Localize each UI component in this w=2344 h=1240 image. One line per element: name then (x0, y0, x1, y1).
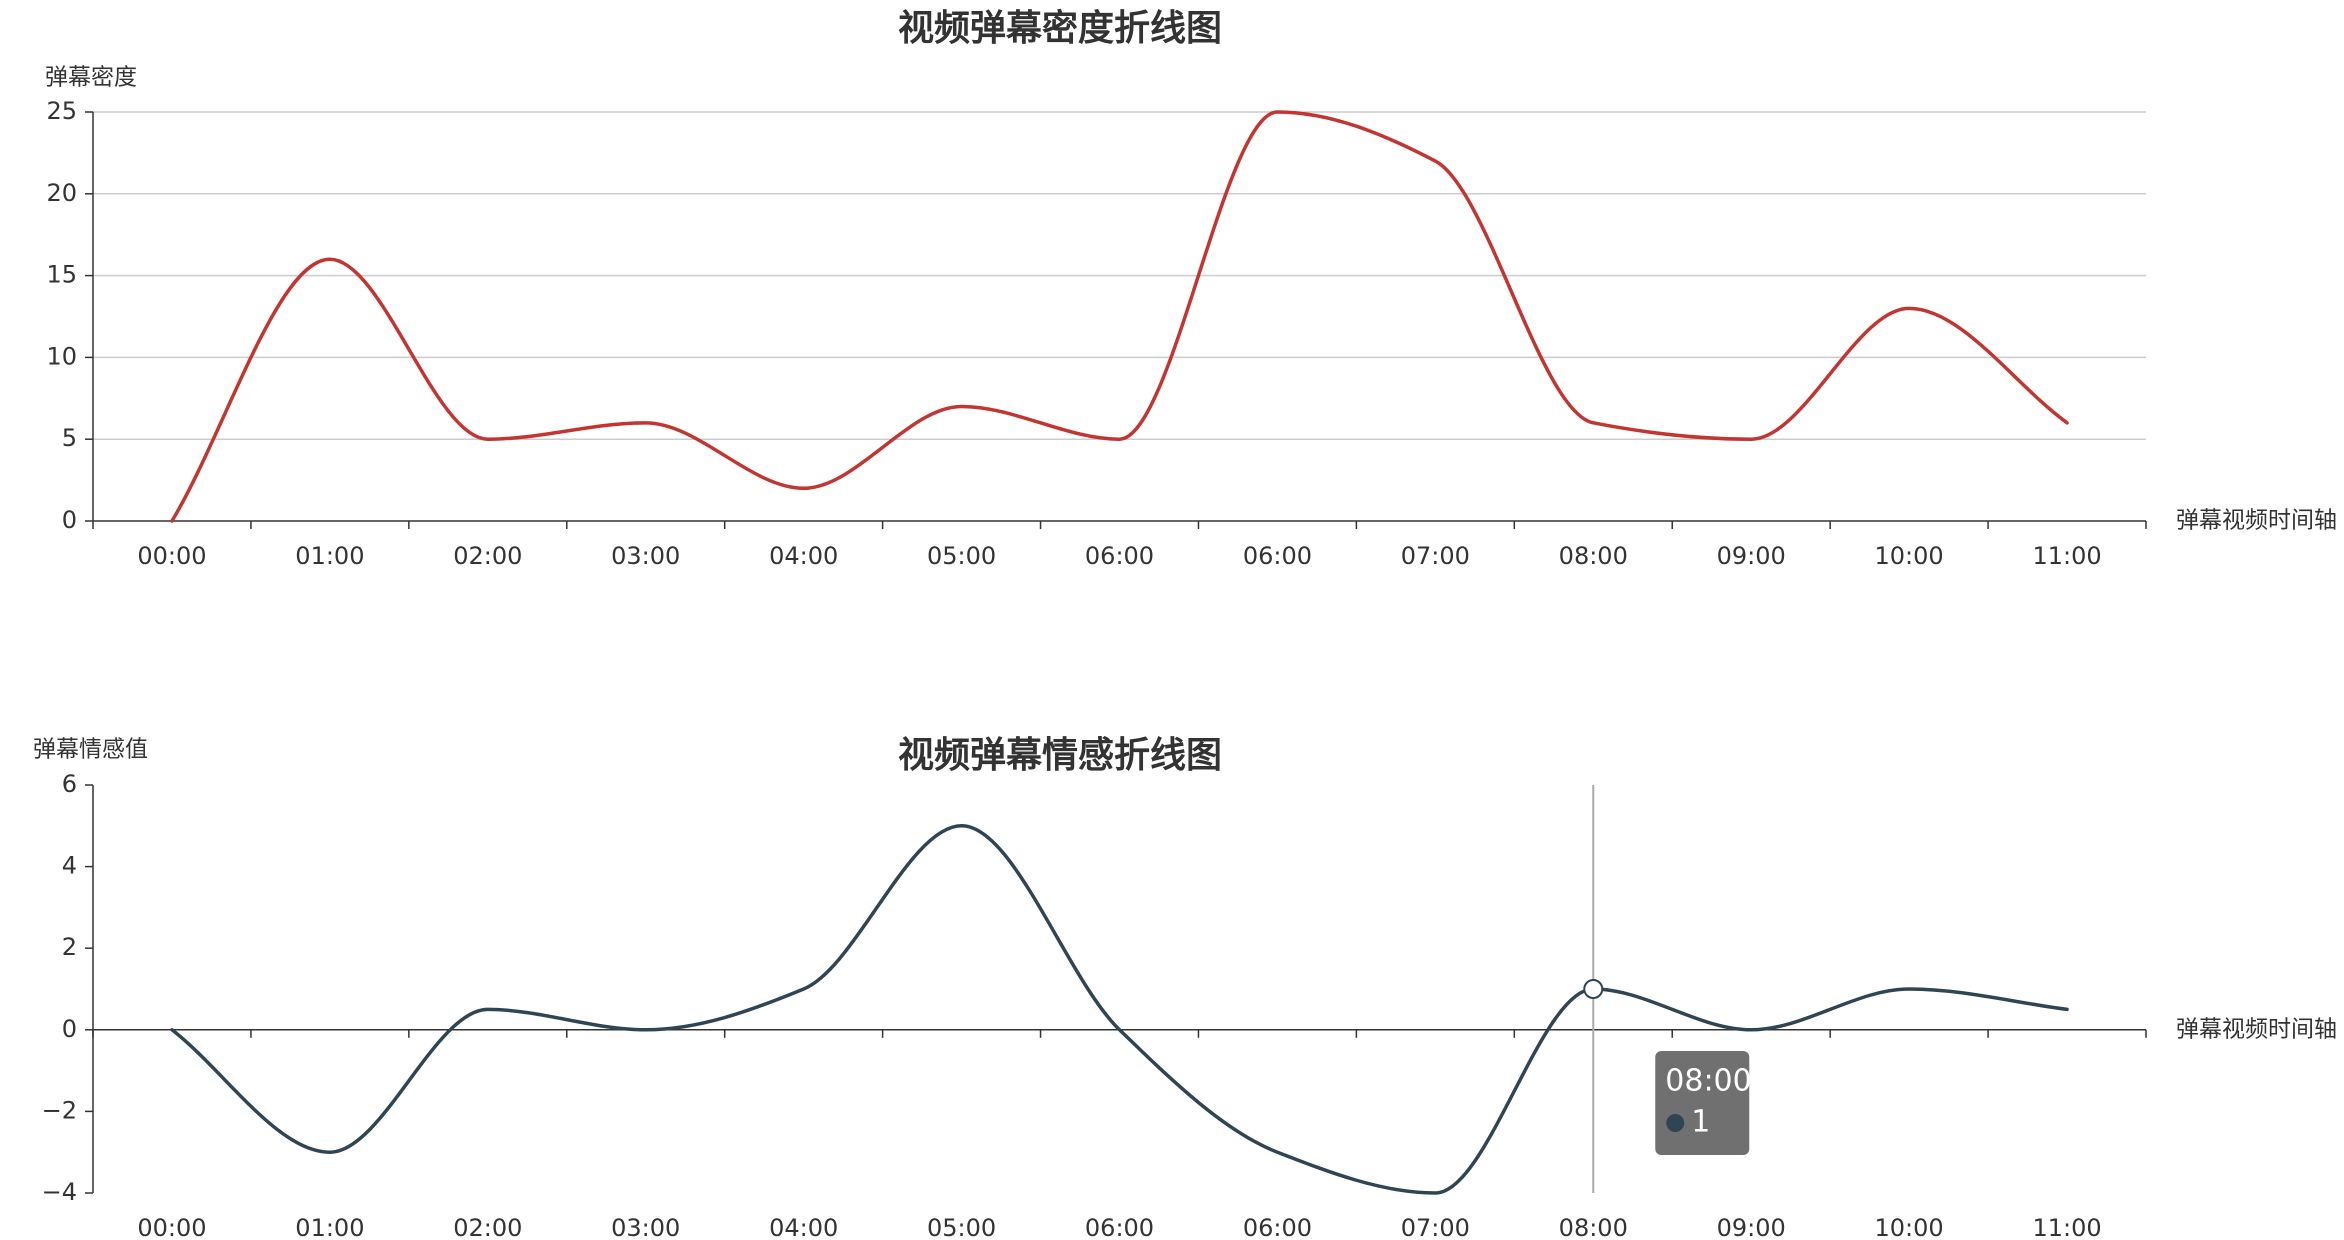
chart-2: 视频弹幕情感折线图 弹幕情感值 −4 −2 0 2 4 6 00:00 01:00 02:00 03:… (33, 735, 2337, 1240)
x-axis-label: 弹幕视频时间轴 (2176, 1016, 2337, 1042)
chart-title: 视频弹幕情感折线图 (898, 735, 1222, 776)
y-axis-label: 弹幕密度 (45, 65, 137, 91)
y-tick-label: 10 (46, 342, 77, 370)
y-axis-label: 弹幕情感值 (33, 737, 148, 763)
x-tick-label: 09:00 (1717, 1214, 1786, 1240)
y-tick-label: −4 (42, 1178, 77, 1206)
x-tick-label: 02:00 (453, 542, 522, 570)
x-axis-label: 弹幕视频时间轴 (2176, 508, 2337, 534)
y-tick-label: 4 (62, 852, 77, 880)
series-line[interactable] (170, 824, 2069, 1195)
x-tick-label: 06:00 (1085, 542, 1154, 570)
tooltip-series-marker (1666, 1114, 1685, 1132)
x-tick-label: 01:00 (295, 542, 364, 570)
y-tick-label: 15 (46, 261, 77, 289)
x-tick-label: 11:00 (2032, 542, 2101, 570)
x-tick-label: 05:00 (927, 1214, 996, 1240)
x-tick-label: 04:00 (769, 542, 838, 570)
x-tick-label: 00:00 (137, 542, 206, 570)
y-tick-label: 0 (62, 1015, 77, 1043)
x-tick-label: 01:00 (295, 1214, 364, 1240)
x-tick-label: 10:00 (1875, 542, 1944, 570)
tooltip-title: 08:00 (1665, 1064, 1751, 1099)
y-tick-label: 2 (62, 933, 77, 961)
x-tick-label: 08:00 (1559, 1214, 1628, 1240)
x-tick-label: 09:00 (1717, 542, 1786, 570)
y-tick-label: 6 (62, 770, 77, 798)
y-tick-label: −2 (42, 1096, 77, 1124)
x-tick-label: 08:00 (1559, 542, 1628, 570)
x-tick-label: 10:00 (1875, 1214, 1944, 1240)
x-tick-label: 03:00 (611, 542, 680, 570)
y-tick-label: 0 (62, 506, 77, 534)
highlighted-point[interactable] (1583, 979, 1604, 999)
x-tick-label: 06:00 (1085, 1214, 1154, 1240)
y-tick-label: 25 (46, 97, 77, 125)
x-tick-label: 02:00 (453, 1214, 522, 1240)
x-tick-label: 07:00 (1401, 1214, 1470, 1240)
x-tick-label: 11:00 (2032, 1214, 2101, 1240)
x-tick-label: 06:00 (1243, 1214, 1312, 1240)
x-tick-label: 06:00 (1243, 542, 1312, 570)
y-tick-label: 20 (46, 179, 77, 207)
x-tick-label: 00:00 (137, 1214, 206, 1240)
y-tick-label: 5 (62, 424, 77, 452)
series-line[interactable] (170, 110, 2069, 523)
x-tick-label: 04:00 (769, 1214, 838, 1240)
x-tick-label: 05:00 (927, 542, 996, 570)
x-tick-label: 07:00 (1401, 542, 1470, 570)
chart-title: 视频弹幕密度折线图 (898, 7, 1222, 49)
tooltip: 08:00 1 (1655, 1051, 1752, 1155)
x-tick-label: 03:00 (611, 1214, 680, 1240)
tooltip-value: 1 (1691, 1105, 1710, 1140)
